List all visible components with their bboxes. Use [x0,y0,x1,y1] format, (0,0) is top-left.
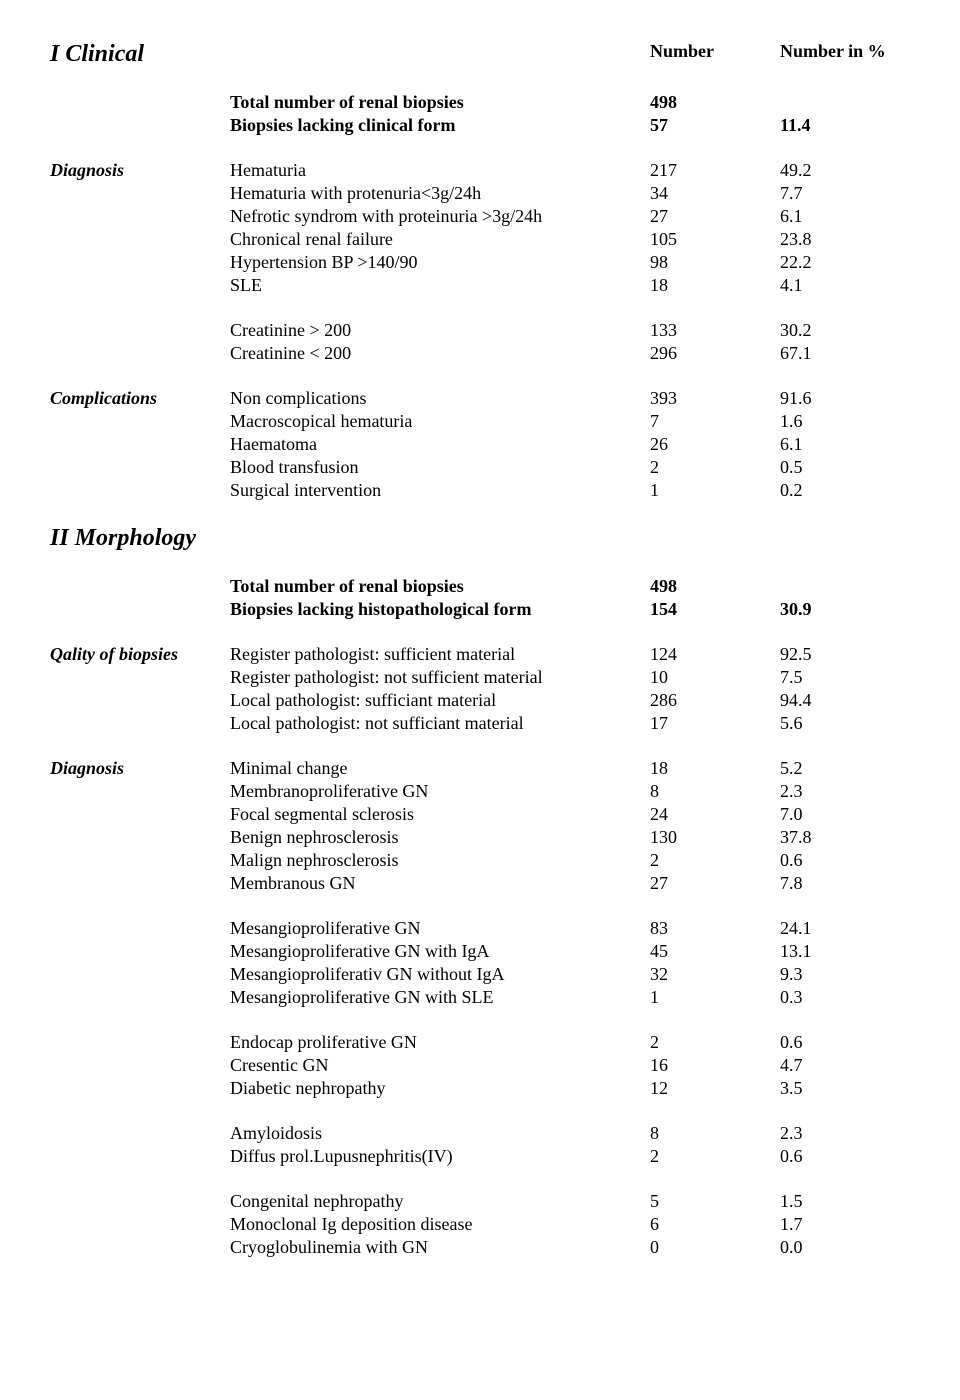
diagnosis2-heading: Diagnosis [50,757,230,780]
clinical-table: I ClinicalNumberNumber in %Total number … [50,40,910,1259]
section-morphology-title: II Morphology [50,525,196,551]
header-number: Number [650,40,780,69]
section-clinical-title: I Clinical [50,41,144,67]
quality-heading: Qality of biopsies [50,643,230,666]
complications-heading: Complications [50,387,230,410]
header-number-pct: Number in % [780,40,910,69]
diagnosis-heading: Diagnosis [50,159,230,182]
